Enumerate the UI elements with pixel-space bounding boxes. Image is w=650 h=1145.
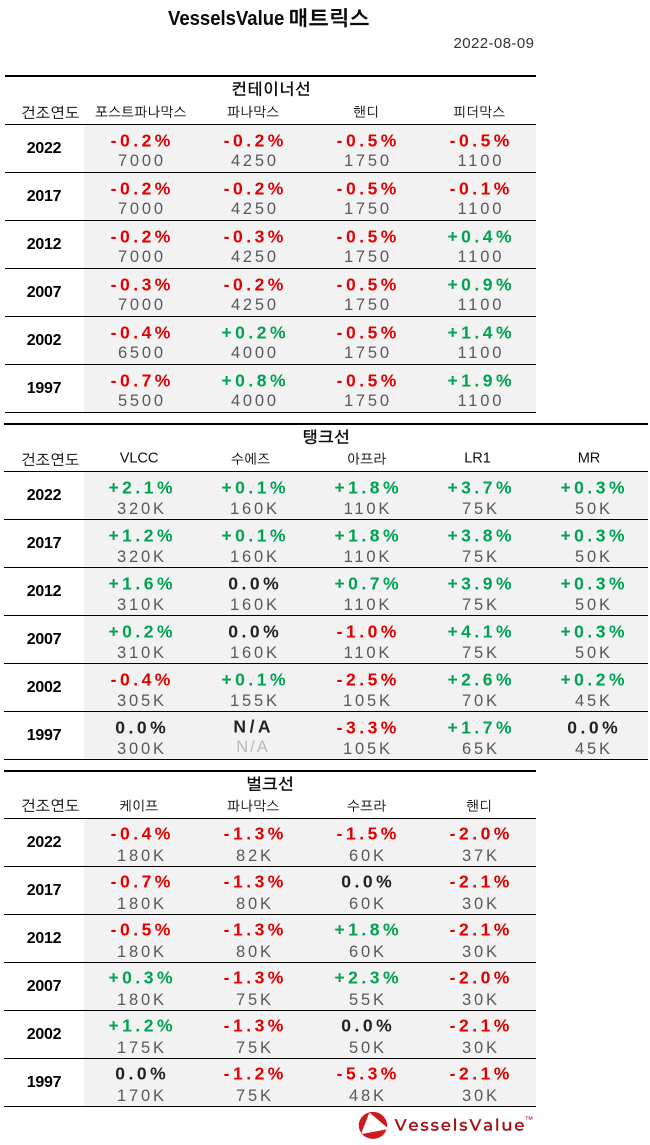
svg-text:™: ™: [525, 1115, 534, 1125]
